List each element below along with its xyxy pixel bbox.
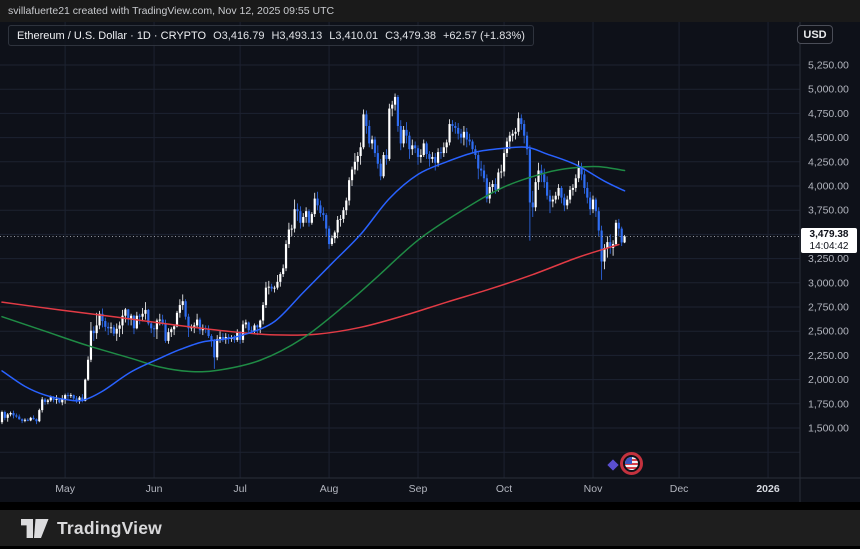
price-tick-label: 4,000.00 [808, 181, 849, 193]
ma-fast-line [1, 146, 626, 402]
symbol-title[interactable]: Ethereum / U.S. Dollar · 1D · CRYPTO [17, 29, 207, 42]
last-price-value: 3,479.38 [809, 229, 849, 240]
attribution-bar: svillafuerte21 created with TradingView.… [0, 0, 860, 22]
tradingview-logo-icon[interactable] [21, 518, 49, 538]
last-price-label: 3,479.38 14:04:42 [801, 228, 857, 253]
time-tick-label: Aug [320, 483, 339, 495]
time-tick-label: Jun [146, 483, 163, 495]
us-flag-icon [624, 457, 638, 471]
price-tick-label: 4,500.00 [808, 132, 849, 144]
ohlc-high: H3,493.13 [271, 29, 323, 42]
price-tick-label: 3,250.00 [808, 253, 849, 265]
price-tick-label: 3,750.00 [808, 205, 849, 217]
time-tick-label: Oct [496, 483, 512, 495]
price-tick-label: 1,500.00 [808, 423, 849, 435]
price-axis-labels[interactable]: 5,250.00 5,000.00 4,750.00 4,500.00 4,250.00… [808, 60, 849, 435]
time-tick-label: Dec [670, 483, 689, 495]
grid-layer [0, 22, 800, 478]
symbol-legend[interactable]: Ethereum / U.S. Dollar · 1D · CRYPTO O3,… [8, 25, 534, 46]
time-tick-label: 2026 [756, 483, 780, 495]
price-tick-label: 3,000.00 [808, 277, 849, 289]
economic-event-marker[interactable] [605, 451, 649, 479]
time-axis-labels[interactable]: May Jun Jul Aug Sep Oct Nov Dec 2026 [55, 483, 780, 495]
attribution-text: svillafuerte21 created with TradingView.… [8, 5, 335, 17]
price-tick-label: 2,000.00 [808, 374, 849, 386]
idea-diamond-icon[interactable] [606, 459, 619, 471]
price-tick-label: 2,500.00 [808, 326, 849, 338]
footer-bar: TradingView [0, 510, 860, 546]
price-tick-label: 5,250.00 [808, 60, 849, 72]
chart-region[interactable]: 5,250.00 5,000.00 4,750.00 4,500.00 4,250.00… [0, 22, 860, 502]
price-tick-label: 4,750.00 [808, 108, 849, 120]
price-tick-label: 1,750.00 [808, 398, 849, 410]
price-tick-label: 2,250.00 [808, 350, 849, 362]
time-tick-label: Jul [233, 483, 246, 495]
tradingview-wordmark[interactable]: TradingView [57, 517, 162, 538]
price-change: +62.57 (+1.83%) [442, 29, 525, 42]
ohlc-open: O3,416.79 [213, 29, 265, 42]
price-chart-svg[interactable]: 5,250.00 5,000.00 4,750.00 4,500.00 4,250.00… [0, 22, 860, 502]
ma-slow-line [1, 243, 620, 336]
axis-borders [0, 22, 860, 502]
us-flag-event-icon[interactable] [619, 452, 643, 476]
time-tick-label: May [55, 483, 76, 495]
price-tick-label: 4,250.00 [808, 156, 849, 168]
ohlc-close: C3,479.38 [385, 29, 436, 42]
ohlc-low: L3,410.01 [329, 29, 379, 42]
price-tick-label: 5,000.00 [808, 84, 849, 96]
currency-toggle-button[interactable]: USD [797, 25, 833, 44]
time-tick-label: Nov [584, 483, 603, 495]
ma-mid-line [1, 165, 626, 373]
price-tick-label: 2,750.00 [808, 302, 849, 314]
time-tick-label: Sep [409, 483, 428, 495]
countdown-timer: 14:04:42 [809, 241, 849, 252]
